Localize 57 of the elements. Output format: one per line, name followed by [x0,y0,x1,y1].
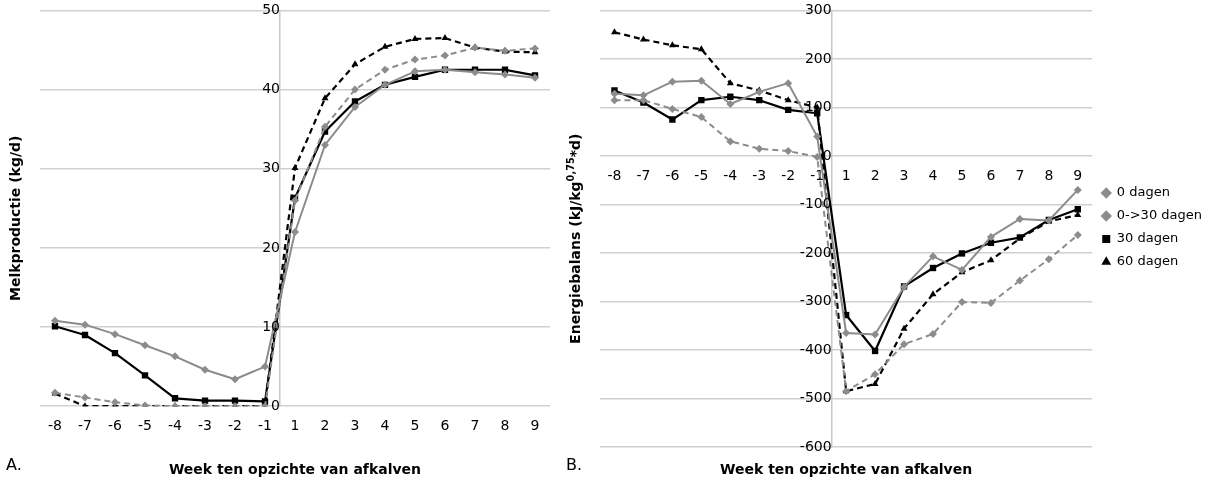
x-tick-label: -8 [607,166,622,183]
y-tick-label: 0 [822,146,832,163]
y-axis-title: Melkproductie (kg/d) [6,135,23,302]
x-tick-label: 6 [986,166,996,183]
x-tick-label: -6 [665,166,680,183]
x-tick-label: -8 [48,417,62,434]
x-tick-label: -6 [108,417,123,434]
legend-label: 0->30 dagen [1116,207,1203,223]
x-tick-label: 6 [440,417,450,434]
x-tick-label: -7 [636,166,651,183]
x-tick-label: -2 [781,166,796,183]
x-tick-label: -5 [138,417,152,434]
x-tick-label: -2 [228,417,242,434]
x-tick-label: -4 [723,166,738,183]
x-tick-label: 7 [1015,166,1025,183]
x-axis-title: Week ten opzichte van afkalven [720,460,973,477]
x-tick-label: -3 [752,166,767,183]
x-tick-label: 3 [350,417,360,434]
x-tick-label: 1 [841,166,851,183]
y-tick-label: 40 [262,80,280,97]
x-tick-label: 4 [380,417,390,434]
x-tick-label: 8 [1044,166,1054,183]
y-axis-title: Energiebalans (kJ/kg0,75*d) [564,133,583,344]
y-tick-label: -600 [799,437,832,454]
x-tick-label: 2 [870,166,880,183]
x-tick-label: -4 [168,417,183,434]
y-tick-label: 10 [262,317,280,334]
x-axis-title: Week ten opzichte van afkalven [168,460,422,477]
x-tick-label: 2 [320,417,330,434]
y-tick-label: 0 [271,396,280,413]
legend-label: 60 dagen [1116,253,1179,269]
y-tick-label: -200 [799,243,832,260]
x-tick-label: 4 [928,166,938,183]
x-tick-label: 7 [470,417,480,434]
x-tick-label: 9 [1073,166,1083,183]
legend-label: 30 dagen [1116,230,1179,246]
text: A. [6,455,22,474]
x-tick-label: 1 [290,417,300,434]
x-tick-label: 3 [899,166,909,183]
y-tick-label: -400 [799,340,832,357]
y-tick-label: 200 [804,49,832,66]
y-tick-label: 300 [804,1,832,18]
text: B. [566,455,583,474]
y-tick-label: -300 [799,292,832,309]
legend-label: 0 dagen [1116,184,1170,200]
y-tick-label: -500 [799,389,832,406]
x-tick-label: 5 [410,417,420,434]
y-tick-label: 50 [262,1,280,18]
x-tick-label: -5 [694,166,709,183]
x-tick-label: 8 [500,417,510,434]
y-tick-label: 20 [262,238,280,255]
y-tick-label: 30 [262,159,280,176]
x-tick-label: -1 [258,417,272,434]
x-tick-label: 9 [530,417,540,434]
x-tick-label: 5 [957,166,967,183]
x-tick-label: -7 [78,417,92,434]
x-tick-label: -3 [198,417,212,434]
